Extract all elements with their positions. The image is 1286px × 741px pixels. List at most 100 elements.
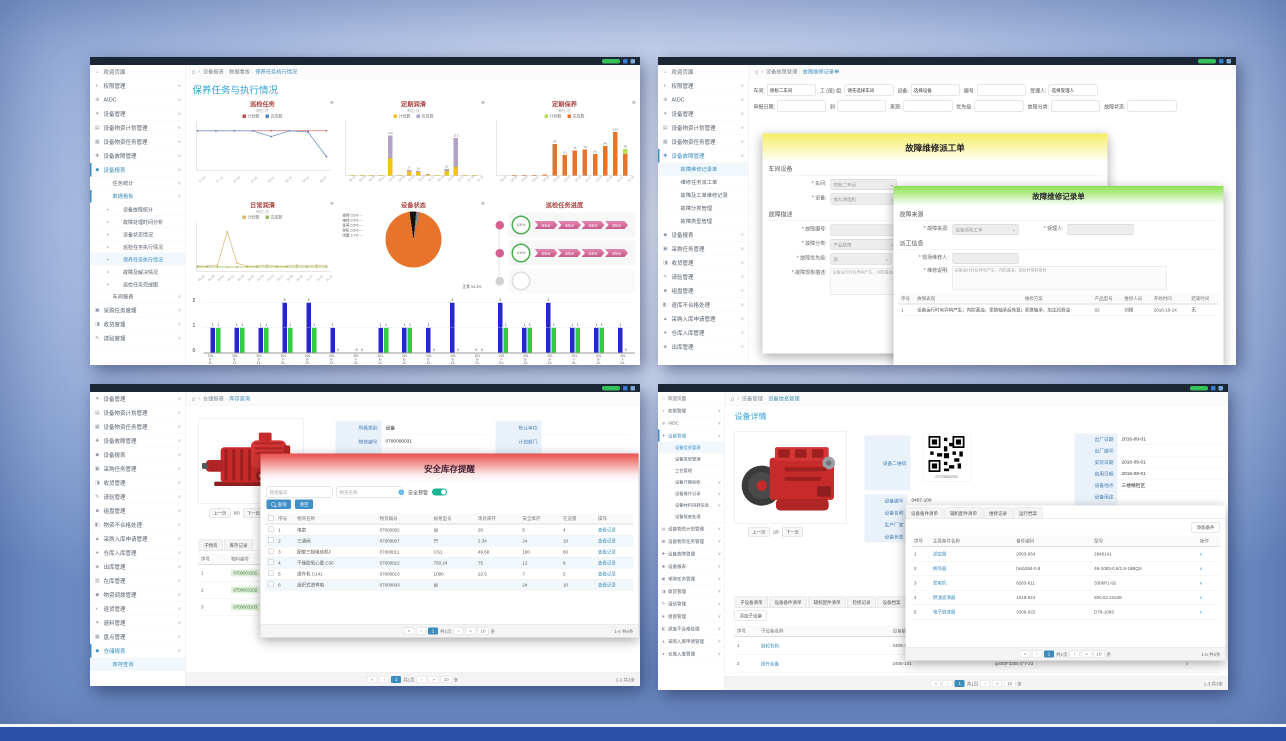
sidebar-item[interactable]: ⌂ 欢迎页面 bbox=[90, 65, 185, 79]
table-row[interactable]: 4 燃油滤清器 1018-024 920.02.21048 x bbox=[911, 590, 1220, 605]
breadcrumb-item[interactable]: 设备报表 bbox=[203, 68, 227, 76]
sidebar-item[interactable]: 故障分类管理 bbox=[658, 202, 748, 215]
sidebar-item[interactable]: ▤ 设备物资计划管理 ∨ bbox=[90, 121, 185, 135]
sidebar-item[interactable]: ◧ 退库不合格处理 ∨ bbox=[658, 298, 748, 312]
row-checkbox[interactable] bbox=[268, 548, 274, 554]
sidebar-item[interactable]: ▥ 在库管理 ∨ bbox=[90, 574, 185, 588]
sidebar-item[interactable]: 设备类型管理 bbox=[658, 454, 724, 465]
sidebar-item[interactable]: ✦ 退料管理 ∨ bbox=[90, 616, 185, 630]
view-record-link[interactable]: 查看记录 bbox=[597, 527, 616, 533]
filter-control[interactable] bbox=[1051, 100, 1101, 112]
sidebar-item[interactable]: 设备报废处理 bbox=[658, 511, 724, 523]
sidebar-item[interactable]: ⌂ 欢迎页面 bbox=[658, 392, 724, 405]
sidebar-item[interactable]: ✦ 设备管理 ∨ bbox=[658, 107, 748, 121]
chart-menu-icon[interactable]: ≡ bbox=[329, 99, 334, 106]
table-row[interactable]: 4 干燥脱氧心量 C30 07000012 750.24 75 12 9 查看记录 bbox=[265, 557, 634, 569]
tab[interactable]: 检修记录 bbox=[847, 596, 877, 608]
row-checkbox[interactable] bbox=[268, 581, 274, 587]
last-page-button[interactable]: » bbox=[465, 627, 476, 635]
filter-control[interactable]: 请先选择车间 bbox=[844, 84, 894, 96]
sidebar-item[interactable]: 设备开箱验收 ∨ bbox=[658, 477, 724, 488]
subdevice-link[interactable]: 提升装置 bbox=[760, 661, 779, 667]
view-record-link[interactable]: 查看记录 bbox=[597, 549, 616, 555]
filter-control[interactable] bbox=[977, 84, 1027, 96]
sidebar-item[interactable]: ⊕ AIDC ∨ bbox=[658, 93, 748, 107]
spare-part-link[interactable]: 电子脱速器 bbox=[932, 609, 956, 615]
table-row[interactable]: 3 发电机 8263-611 3306P1-92 x bbox=[911, 575, 1220, 591]
step-chevron[interactable]: 巡检点 bbox=[558, 249, 581, 257]
sidebar-item[interactable]: ◐ 权限管理 ∨ bbox=[658, 405, 724, 417]
sidebar-item[interactable]: ● 仓库入库管理 ∨ bbox=[658, 326, 748, 340]
device-select[interactable]: 抛丸清理机 bbox=[830, 193, 897, 205]
next-page-button[interactable]: › bbox=[453, 627, 464, 635]
sidebar-item[interactable]: 设备材料消耗信息 ∨ bbox=[658, 500, 724, 511]
sidebar-item[interactable]: ✚ 设备故障管理 ∨ bbox=[658, 548, 724, 560]
sidebar-item[interactable]: ✎ 请验管理 ∨ bbox=[658, 270, 748, 284]
fault-category-select[interactable]: 产品故障 bbox=[830, 239, 897, 250]
step-chevron[interactable]: 巡检点 bbox=[582, 249, 605, 257]
view-record-link[interactable]: 查看记录 bbox=[597, 538, 616, 544]
chart-menu-icon[interactable]: ≡ bbox=[329, 200, 334, 207]
tab[interactable]: 库存记录 bbox=[224, 539, 254, 551]
sidebar-item[interactable]: ◐ 退货管理 ∨ bbox=[90, 602, 185, 616]
sidebar-item[interactable]: 库存查询 bbox=[90, 658, 185, 671]
breadcrumb-item[interactable]: 数据看板 bbox=[229, 68, 253, 76]
sidebar-item[interactable]: ◐ 权限管理 ∨ bbox=[90, 79, 185, 93]
sidebar-item[interactable]: ▦ 设备物资任务管理 ∨ bbox=[658, 135, 748, 149]
sidebar-item[interactable]: ✎ 请验管理 ∨ bbox=[90, 490, 185, 504]
blue-icon[interactable] bbox=[1211, 385, 1216, 391]
add-subdevice-button[interactable]: 添加子设备 bbox=[734, 610, 768, 621]
row-checkbox[interactable] bbox=[268, 537, 274, 543]
sidebar-item[interactable]: ◆ 设备报表 ∨ bbox=[90, 448, 185, 462]
sidebar-item[interactable]: ◨ 收货管理 ∨ bbox=[658, 256, 748, 270]
sidebar-item[interactable]: ◆ 设备报表 ∨ bbox=[90, 163, 185, 177]
filter-control[interactable]: 喷粉二车间 bbox=[766, 84, 816, 96]
sidebar-item[interactable]: 任务统计 ∨ bbox=[90, 177, 185, 190]
row-checkbox[interactable] bbox=[268, 570, 274, 576]
material-code-chip[interactable]: 0700003101 bbox=[231, 569, 260, 577]
tab[interactable]: 辅机配件清单 bbox=[944, 507, 983, 519]
delete-link[interactable]: x bbox=[1199, 551, 1202, 557]
add-spare-button[interactable]: 添加备件 bbox=[1191, 522, 1220, 533]
sidebar-item[interactable]: 数据看板 ∨ bbox=[90, 190, 185, 203]
filter-control[interactable] bbox=[1127, 100, 1177, 112]
filter-control[interactable] bbox=[836, 100, 886, 112]
last-page-button[interactable]: » bbox=[1081, 650, 1092, 658]
home-icon[interactable]: ⌂ bbox=[754, 68, 759, 75]
sidebar-item[interactable]: ◈ 出库管理 ∨ bbox=[658, 340, 748, 354]
spare-part-link[interactable]: 换热器 bbox=[932, 566, 947, 571]
filter-control[interactable] bbox=[776, 100, 826, 112]
row-checkbox[interactable] bbox=[268, 526, 274, 532]
prev-page-button[interactable]: ‹ bbox=[379, 676, 390, 683]
table-row[interactable]: 1 滤空器 2003-064 2846141 x bbox=[911, 546, 1220, 562]
first-page-button[interactable]: « bbox=[1019, 650, 1030, 658]
repair-note-textarea[interactable]: 设备运行时有异响产生，内腔漏油，巡检异常转维修 bbox=[952, 266, 1167, 290]
sidebar-item[interactable]: ✦ 设备管理 ∨ bbox=[90, 107, 185, 121]
material-code-chip[interactable]: 0700003102 bbox=[231, 586, 260, 594]
step-chevron[interactable]: 巡检点 bbox=[605, 249, 628, 257]
breadcrumb-item[interactable]: 设备管理 bbox=[742, 395, 766, 403]
tab[interactable]: 设备档案 bbox=[877, 596, 907, 608]
spare-part-link[interactable]: 滤空器 bbox=[932, 551, 947, 557]
tab[interactable]: 设备备件清单 bbox=[769, 596, 808, 608]
sidebar-item[interactable]: ● 仓库入库管理 ∨ bbox=[90, 546, 185, 560]
tab[interactable]: 子设备清单 bbox=[734, 596, 769, 608]
breadcrumb-item[interactable]: 仓储报表 bbox=[203, 395, 227, 403]
prev-page-button[interactable]: ‹ bbox=[942, 680, 953, 687]
home-icon[interactable]: ⌂ bbox=[191, 395, 196, 402]
green-button[interactable] bbox=[1198, 58, 1216, 64]
prev-page-button[interactable]: 上一页 bbox=[209, 508, 231, 518]
sidebar-item[interactable]: ✦ 设备管理 ∨ bbox=[658, 430, 724, 442]
current-page[interactable]: 1 bbox=[391, 676, 402, 683]
step-chevron[interactable]: 巡检点 bbox=[558, 221, 581, 229]
sidebar-item[interactable]: ✎ 请验管理 ∨ bbox=[90, 332, 185, 346]
sidebar-item[interactable]: ✚ 设备故障管理 ∨ bbox=[658, 149, 748, 163]
sidebar-item[interactable]: ▦ 设备物资任务管理 ∨ bbox=[658, 535, 724, 548]
spare-part-link[interactable]: 发电机 bbox=[932, 580, 947, 586]
table-row[interactable]: 6 组织式进样电 07000003 台 24 10 查看记录 bbox=[265, 579, 634, 591]
sidebar-item[interactable]: ⌂ 欢迎页面 bbox=[658, 65, 748, 79]
sidebar-item[interactable]: 车间报表 ∨ bbox=[90, 291, 185, 304]
subdevice-link[interactable]: 链轮机构 bbox=[760, 643, 779, 649]
sidebar-item[interactable]: ◆ 设备报表 ∨ bbox=[658, 560, 724, 573]
field-repairman-input[interactable] bbox=[952, 253, 1019, 264]
